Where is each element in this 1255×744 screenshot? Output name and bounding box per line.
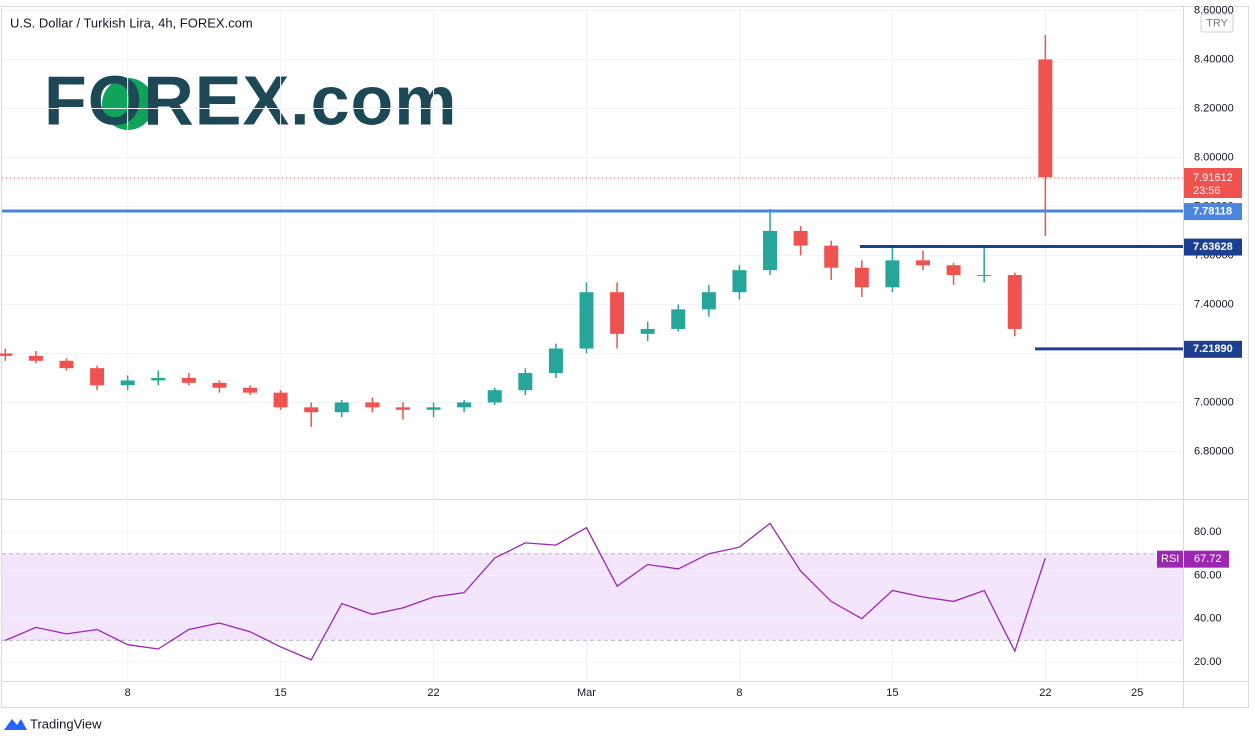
candle-body <box>977 275 992 277</box>
currency: TRY <box>1206 17 1228 29</box>
countdown: 23:56 <box>1193 185 1221 197</box>
rsi-tick-label: 80.00 <box>1194 526 1222 538</box>
x-tick-label: 22 <box>427 687 439 699</box>
y-tick-label: 8.00000 <box>1194 151 1234 163</box>
candle-body <box>579 292 594 349</box>
x-tick-label: 8 <box>736 687 742 699</box>
last-price-label: 7.91612 <box>1193 172 1233 184</box>
candle-body <box>457 402 472 408</box>
level-label: 7.63628 <box>1193 241 1233 253</box>
candle-body <box>1007 275 1022 329</box>
candle-body <box>854 267 869 288</box>
candle-body <box>824 245 839 268</box>
candle-body <box>548 348 563 374</box>
candle-body <box>304 407 319 413</box>
candle-body <box>243 387 258 393</box>
rsi-tick-label: 40.00 <box>1194 613 1222 625</box>
candle-body <box>1038 59 1053 178</box>
candle-body <box>732 270 747 293</box>
candle-body <box>90 368 105 386</box>
candle-body <box>0 353 13 356</box>
rsi-line <box>5 522 1046 661</box>
y-tick-label: 7.40000 <box>1194 298 1234 310</box>
candle-body <box>334 402 349 413</box>
candle-body <box>395 407 410 410</box>
candle-body <box>701 292 716 310</box>
candle-body <box>518 373 533 391</box>
candle-body <box>793 230 808 246</box>
x-tick-label: 15 <box>886 687 898 699</box>
candle-body <box>763 230 778 271</box>
level-box <box>1184 203 1242 221</box>
candle-body <box>426 407 441 410</box>
level-label: 7.78118 <box>1193 205 1232 217</box>
y-tick-label: 6.80000 <box>1194 445 1234 457</box>
candle-body <box>946 265 961 276</box>
candle-body <box>59 360 74 369</box>
frame <box>1 6 1249 708</box>
level-box <box>1184 340 1242 358</box>
candle-body <box>28 355 43 361</box>
rsi-value: 67.72 <box>1194 553 1222 565</box>
x-tick-label: Mar <box>577 687 596 699</box>
x-tick-label: 25 <box>1131 687 1143 699</box>
candle-body <box>640 328 655 334</box>
rsi-band <box>2 553 1183 641</box>
x-tick-label: 22 <box>1039 687 1051 699</box>
footer: TradingView <box>30 716 102 731</box>
candle-body <box>273 392 288 408</box>
footer-logo: TradingView <box>4 716 102 731</box>
candle-body <box>671 309 686 329</box>
footer-icon <box>4 719 27 730</box>
candle-body <box>610 292 625 334</box>
candle-body <box>151 377 166 381</box>
candle-body <box>120 380 135 386</box>
candle-body <box>181 377 196 383</box>
y-tick-label: 8.20000 <box>1194 102 1234 114</box>
x-tick-label: 8 <box>125 687 131 699</box>
candle-body <box>885 260 900 288</box>
logo: FOREX.com <box>44 61 458 139</box>
candle-body <box>212 382 227 388</box>
rsi-value-box <box>1157 550 1229 568</box>
level-label: 7.21890 <box>1193 343 1233 355</box>
currency-box <box>1200 13 1234 33</box>
rsi-tick-label: 60.00 <box>1194 569 1222 581</box>
last-price-box <box>1184 168 1242 199</box>
y-tick-label: 8.60000 <box>1194 4 1234 16</box>
x-tick-label: 15 <box>274 687 286 699</box>
candle-body <box>915 260 930 266</box>
chart-title: U.S. Dollar / Turkish Lira, 4h, FOREX.co… <box>10 15 253 30</box>
rsi-tick-label: 20.00 <box>1194 656 1222 668</box>
y-tick-label: 8.40000 <box>1194 53 1234 65</box>
level-box <box>1184 238 1242 256</box>
y-tick-label: 7.00000 <box>1194 396 1234 408</box>
candle-body <box>365 402 380 408</box>
rsi-name: RSI <box>1161 553 1179 565</box>
candle-body <box>487 390 502 403</box>
